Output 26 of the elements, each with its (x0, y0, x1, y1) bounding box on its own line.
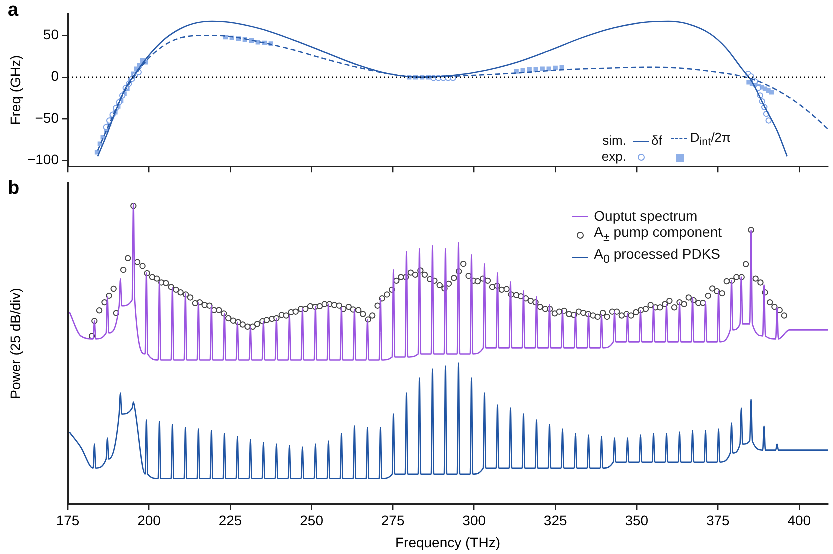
legend-label: δf (652, 132, 662, 148)
y-axis-title: Power (25 dB/div) (7, 288, 24, 400)
x-axis-title: Frequency (THz) (395, 534, 501, 550)
x-tick-label: 225 (218, 512, 242, 529)
y-tick-label: −100 (27, 152, 60, 168)
x-tick-label: 350 (625, 512, 649, 529)
annotation: sim. (602, 132, 628, 150)
x-tick-label: 200 (138, 512, 162, 529)
legend-label: A$_{±}$ pump component (593, 224, 723, 246)
x-tick-label: 175 (56, 512, 80, 529)
x-tick-label: 400 (788, 512, 812, 529)
legend-label: Ouptut spectrum (593, 208, 699, 224)
y-tick-label: 0 (51, 68, 60, 84)
y-axis-title: Freq (GHz) (7, 55, 24, 126)
x-tick-label: 300 (462, 512, 486, 529)
x-tick-label: 250 (300, 512, 324, 529)
x-tick-label: 325 (544, 512, 568, 529)
y-tick-label: −50 (35, 110, 60, 126)
annotation: exp. (600, 149, 628, 164)
x-tick-label: 375 (706, 512, 730, 529)
x-tick-label: 275 (381, 512, 405, 529)
legend-label: D$_{int}$/2π (690, 130, 731, 149)
legend-label: A$_{0}$ processed PDKS (593, 246, 722, 268)
y-tick-label: 50 (43, 26, 60, 43)
chart-title: a (8, 0, 19, 22)
chart-title: b (8, 178, 20, 200)
